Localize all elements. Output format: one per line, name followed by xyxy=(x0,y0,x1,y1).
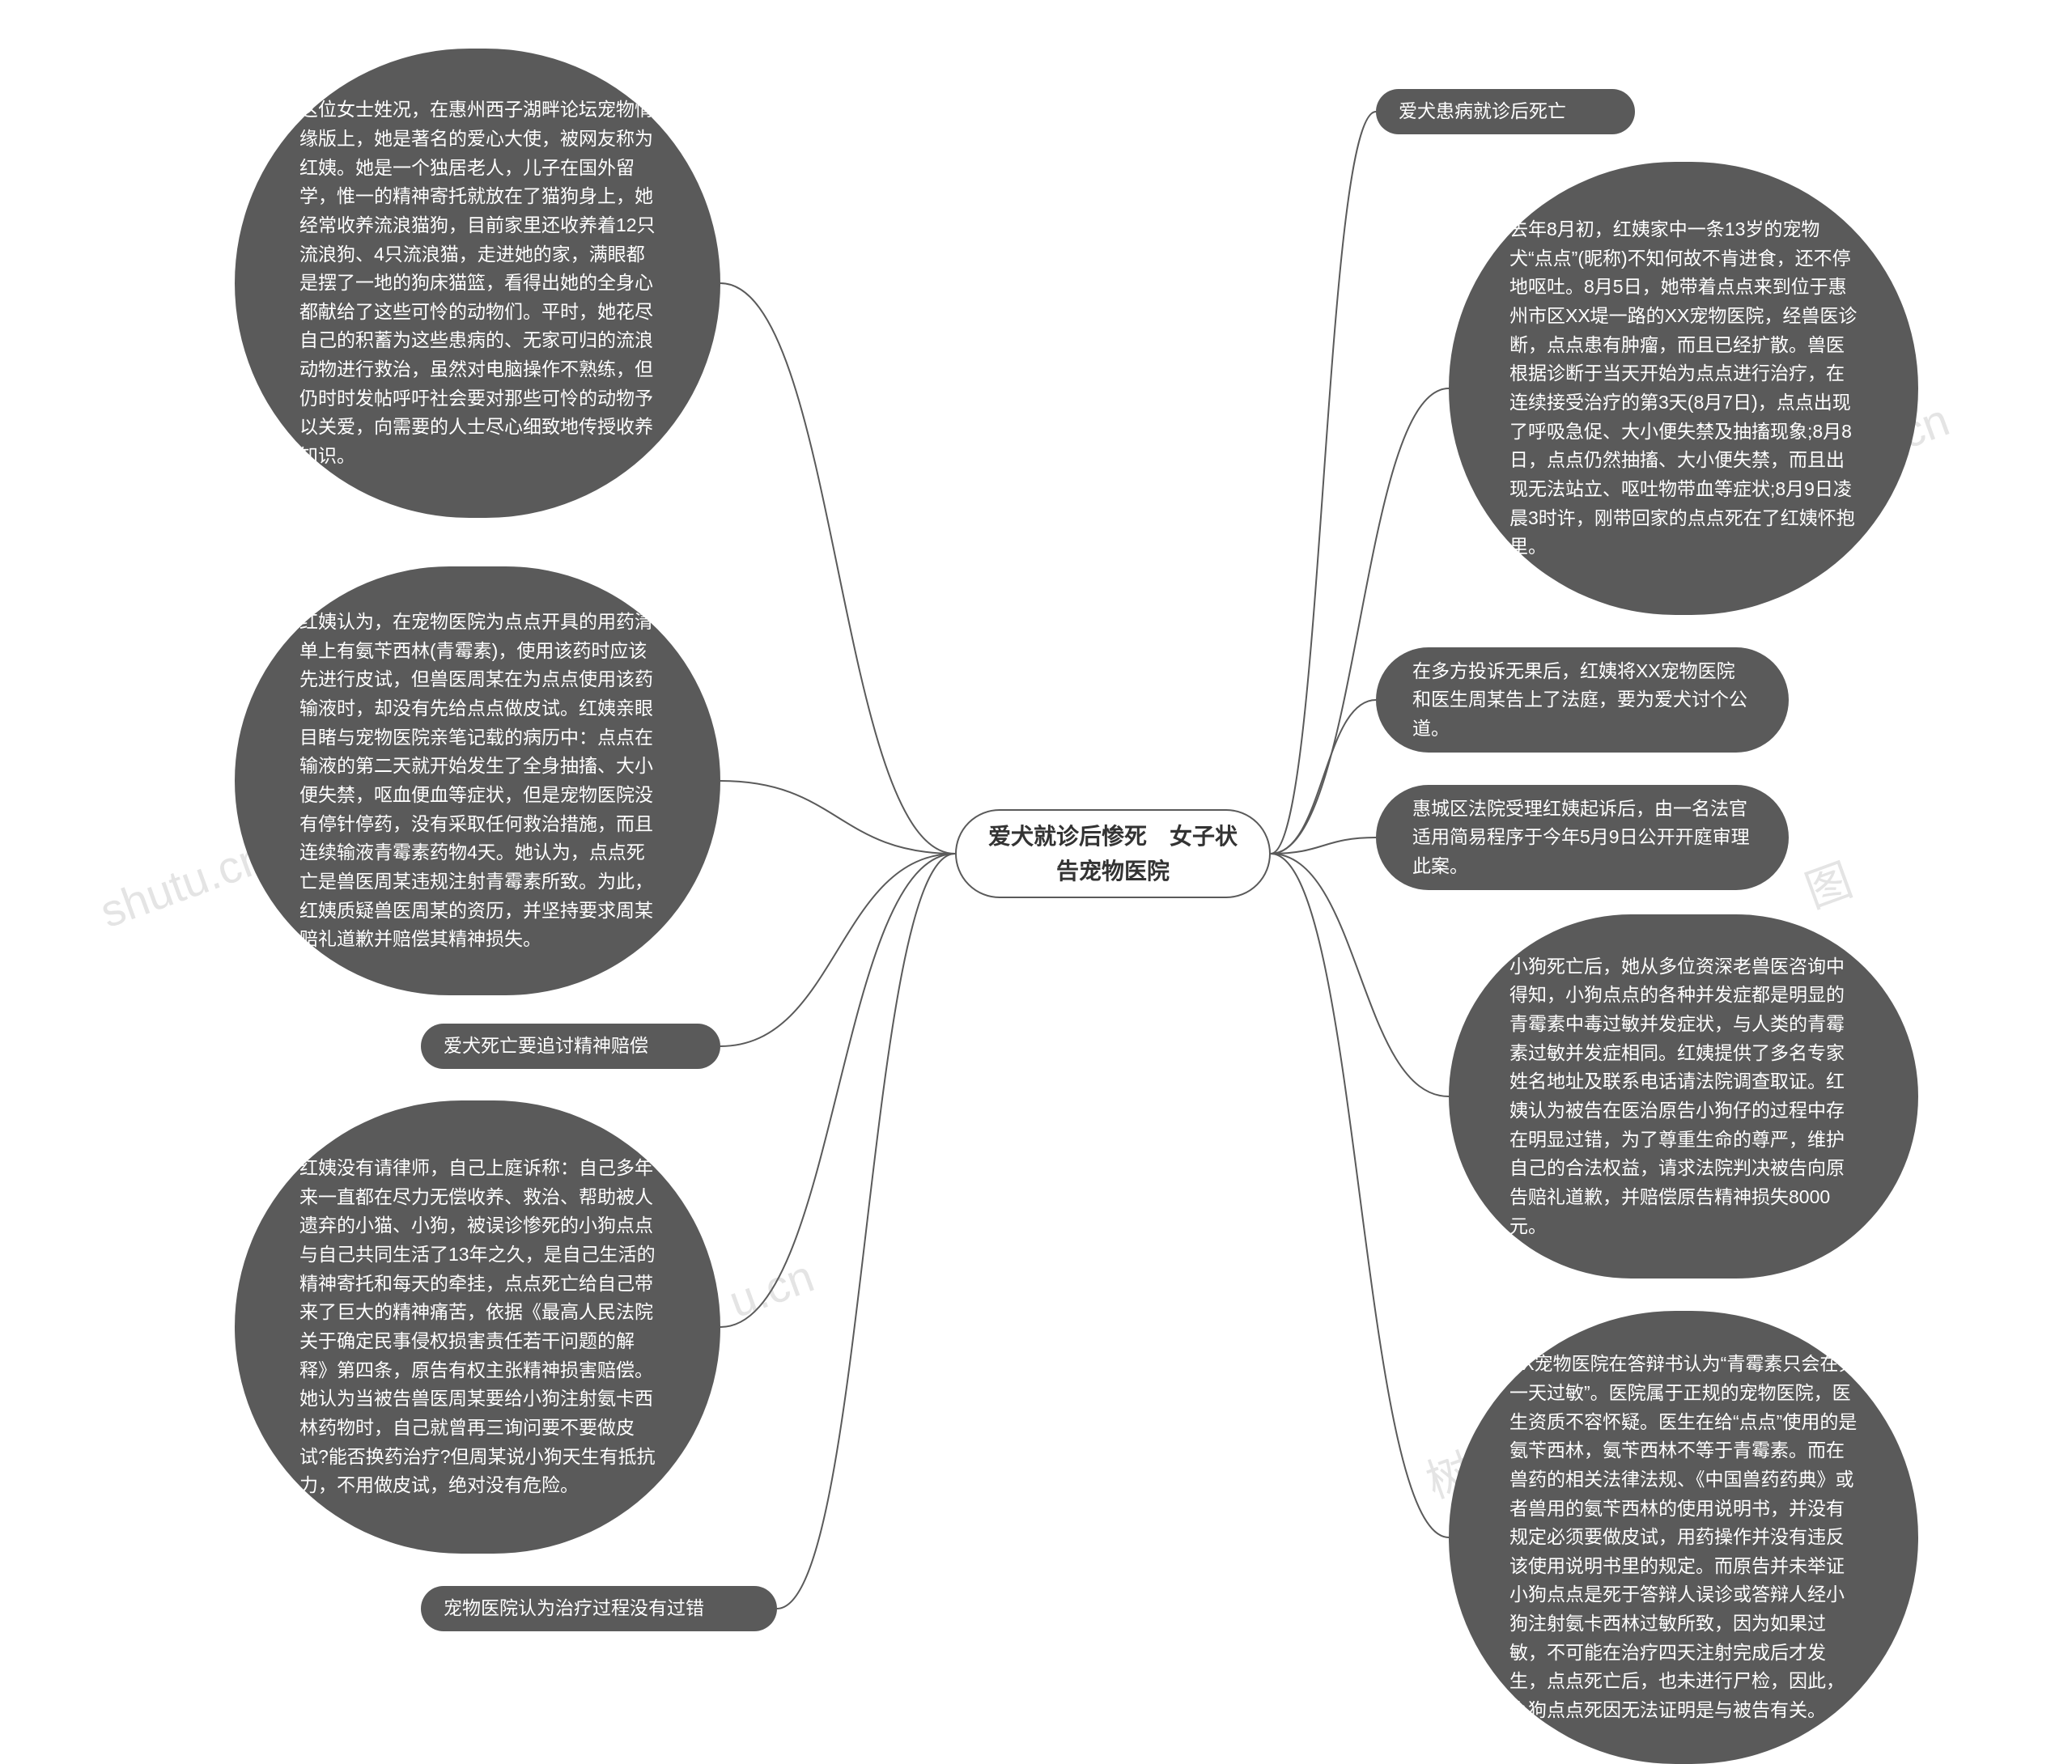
watermark: 图 xyxy=(1795,844,1860,921)
node-label: 去年8月初，红姨家中一条13岁的宠物犬“点点”(昵称)不知何故不肯进食，还不停地… xyxy=(1509,215,1858,562)
node-r6[interactable]: XX宠物医院在答辩书认为“青霉素只会在第一天过敏”。医院属于正规的宠物医院，医生… xyxy=(1449,1311,1918,1764)
mindmap-canvas: shutu.cnu.cnshutu.cn图树图爱犬就诊后惨死 女子状 告宠物医院… xyxy=(0,0,2072,1736)
edge-l4 xyxy=(720,854,955,1327)
node-l2[interactable]: 红姨认为，在宠物医院为点点开具的用药清单上有氨苄西林(青霉素)，使用该药时应该先… xyxy=(235,566,720,995)
node-l4[interactable]: 红姨没有请律师，自己上庭诉称：自己多年来一直都在尽力无偿收养、救治、帮助被人遗弃… xyxy=(235,1100,720,1554)
node-label: 这位女士姓况，在惠州西子湖畔论坛宠物情缘版上，她是著名的爱心大使，被网友称为红姨… xyxy=(299,95,656,470)
edge-l5 xyxy=(777,854,955,1609)
node-label: 惠城区法院受理红姨起诉后，由一名法官适用简易程序于今年5月9日公开开庭审理此案。 xyxy=(1412,795,1752,881)
edge-r3 xyxy=(1271,700,1376,854)
node-l5[interactable]: 宠物医院认为治疗过程没有过错 xyxy=(421,1586,777,1631)
node-r1[interactable]: 爱犬患病就诊后死亡 xyxy=(1376,89,1635,134)
node-label: 爱犬患病就诊后死亡 xyxy=(1399,97,1612,126)
edge-l1 xyxy=(720,283,955,854)
node-r2[interactable]: 去年8月初，红姨家中一条13岁的宠物犬“点点”(昵称)不知何故不肯进食，还不停地… xyxy=(1449,162,1918,615)
node-label: 在多方投诉无果后，红姨将XX宠物医院和医生周某告上了法庭，要为爱犬讨个公道。 xyxy=(1412,657,1752,744)
node-r5[interactable]: 小狗死亡后，她从多位资深老兽医咨询中得知，小狗点点的各种并发症都是明显的青霉素中… xyxy=(1449,914,1918,1278)
center-topic[interactable]: 爱犬就诊后惨死 女子状 告宠物医院 xyxy=(955,809,1271,898)
edge-r4 xyxy=(1271,837,1376,854)
edge-l2 xyxy=(720,781,955,854)
edge-r2 xyxy=(1271,388,1449,854)
edge-r1 xyxy=(1271,112,1376,854)
edge-r5 xyxy=(1271,854,1449,1096)
node-r3[interactable]: 在多方投诉无果后，红姨将XX宠物医院和医生周某告上了法庭，要为爱犬讨个公道。 xyxy=(1376,647,1789,753)
node-label: 爱犬死亡要追讨精神赔偿 xyxy=(444,1032,698,1061)
node-label: 红姨没有请律师，自己上庭诉称：自己多年来一直都在尽力无偿收养、救治、帮助被人遗弃… xyxy=(299,1154,656,1500)
edge-r6 xyxy=(1271,854,1449,1537)
node-label: 小狗死亡后，她从多位资深老兽医咨询中得知，小狗点点的各种并发症都是明显的青霉素中… xyxy=(1509,952,1858,1240)
node-l1[interactable]: 这位女士姓况，在惠州西子湖畔论坛宠物情缘版上，她是著名的爱心大使，被网友称为红姨… xyxy=(235,49,720,518)
edge-l3 xyxy=(720,854,955,1046)
center-topic-label: 爱犬就诊后惨死 女子状 告宠物医院 xyxy=(981,819,1245,889)
node-l3[interactable]: 爱犬死亡要追讨精神赔偿 xyxy=(421,1024,720,1069)
node-r4[interactable]: 惠城区法院受理红姨起诉后，由一名法官适用简易程序于今年5月9日公开开庭审理此案。 xyxy=(1376,785,1789,890)
node-label: XX宠物医院在答辩书认为“青霉素只会在第一天过敏”。医院属于正规的宠物医院，医生… xyxy=(1509,1350,1858,1724)
node-label: 宠物医院认为治疗过程没有过错 xyxy=(444,1594,754,1623)
node-label: 红姨认为，在宠物医院为点点开具的用药清单上有氨苄西林(青霉素)，使用该药时应该先… xyxy=(299,608,656,954)
watermark: u.cn xyxy=(722,1249,821,1328)
